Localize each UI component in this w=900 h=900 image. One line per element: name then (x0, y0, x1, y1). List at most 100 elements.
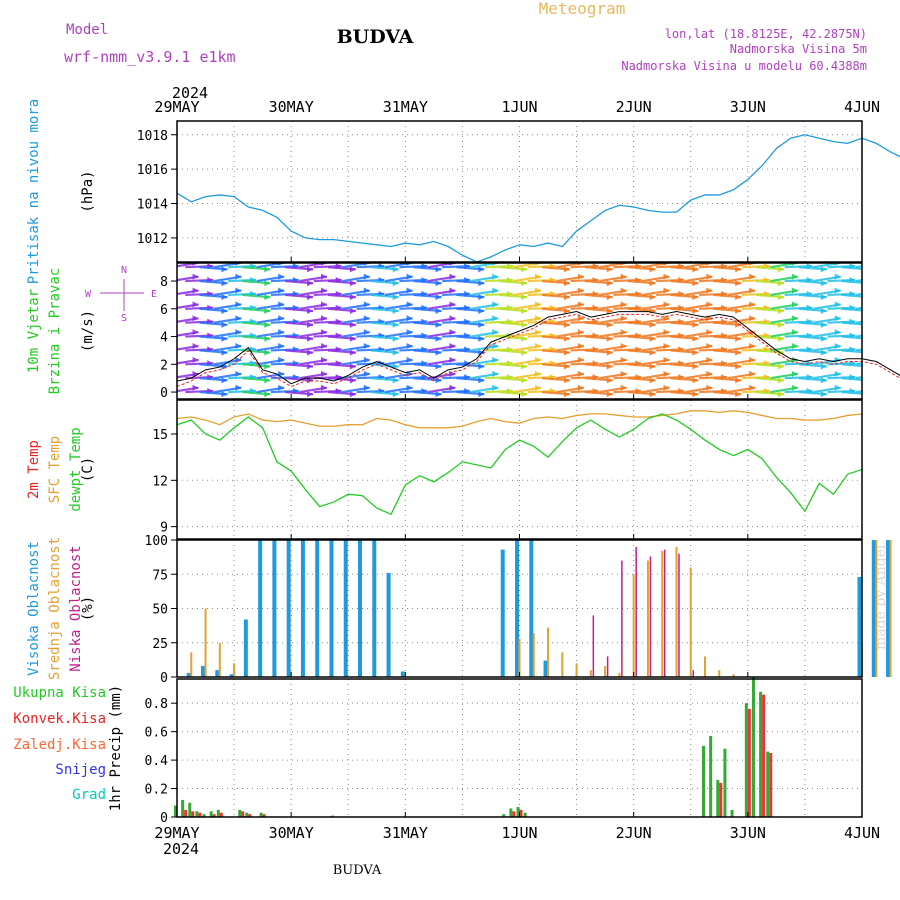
wind-arrowhead (492, 287, 499, 294)
wind-arrowhead (264, 294, 271, 301)
wind-arrowhead (363, 384, 370, 391)
wind-arrowhead (663, 343, 670, 350)
wind-arrowhead (777, 335, 784, 342)
x-tick-bottom-label: 4JUN (844, 824, 880, 842)
wind-arrowhead (492, 370, 499, 377)
wind-arrowhead (435, 307, 442, 314)
wind-arrowhead (221, 391, 228, 398)
cloud-bar (215, 670, 220, 677)
wind-arrowhead (535, 287, 542, 294)
y-tick-label: 1012 (137, 232, 168, 247)
cloud-bar (589, 670, 592, 677)
wind-arrow (841, 335, 862, 340)
wind-arrowhead (777, 391, 784, 398)
wind-arrowhead (834, 315, 841, 322)
wind-arrowhead (735, 349, 742, 356)
wind-arrowhead (192, 329, 199, 336)
wind-arrowhead (563, 363, 570, 370)
wind-arrowhead (521, 349, 528, 356)
wind-arrowhead (278, 315, 285, 322)
wind-arrowhead (864, 377, 870, 383)
wind-arrowhead (663, 301, 670, 308)
wind-arrowhead (706, 370, 713, 377)
wind-arrowhead (878, 371, 884, 377)
wind-arrow (855, 292, 862, 297)
wind-arrow (855, 306, 862, 310)
wind-arrowhead (307, 363, 314, 370)
cloud-bar (286, 540, 291, 677)
wind-arrowhead (663, 370, 670, 377)
wind-arrowhead (692, 349, 699, 356)
wind-arrowhead (563, 335, 570, 342)
wind-arrowhead (878, 357, 884, 363)
wind-arrowhead (606, 391, 613, 398)
wind-arrowhead (320, 343, 327, 350)
precip-bar (512, 811, 516, 817)
wind-arrowhead (878, 315, 884, 321)
wind-arrowhead (221, 280, 228, 287)
wind-arrow (855, 348, 862, 352)
wind-arrowhead (449, 315, 456, 322)
wind-arrow (885, 378, 900, 380)
wind-arrowhead (307, 349, 314, 356)
wind-arrow (841, 390, 862, 395)
precip-bar (245, 812, 249, 817)
y-axis-label: (m/s) (80, 310, 96, 352)
wind-arrowhead (449, 287, 456, 294)
wind-arrowhead (820, 363, 827, 370)
precip-bar (188, 802, 192, 817)
wind-arrowhead (706, 301, 713, 308)
wind-arrowhead (363, 287, 370, 294)
wind-arrowhead (834, 273, 841, 280)
wind-arrowhead (620, 329, 627, 336)
wind-arrowhead (492, 301, 499, 308)
y-axis-label: 1hr Precip (mm) (108, 685, 124, 811)
wind-arrowhead (777, 377, 784, 384)
wind-arrowhead (620, 315, 627, 322)
wind-arrowhead (235, 273, 242, 280)
wind-arrowhead (864, 364, 870, 370)
precip-bar (212, 814, 216, 817)
wind-arrowhead (777, 363, 784, 370)
y-tick-label: 2 (160, 358, 168, 373)
wind-arrowhead (749, 384, 756, 391)
wind-arrowhead (649, 294, 656, 301)
wind-arrowhead (449, 301, 456, 308)
wind-arrowhead (864, 391, 870, 397)
wind-arrowhead (521, 391, 528, 398)
series-label: SFC Temp (47, 436, 63, 503)
wind-arrowhead (692, 294, 699, 301)
cloud-bar (675, 546, 678, 677)
wind-arrow (885, 309, 900, 311)
wind-arrowhead (307, 280, 314, 287)
wind-arrowhead (192, 343, 199, 350)
wind-arrowhead (864, 350, 870, 356)
wind-arrowhead (392, 349, 399, 356)
precip-bar (709, 735, 713, 817)
wind-arrowhead (307, 377, 314, 384)
wind-arrowhead (878, 385, 884, 391)
wind-arrow (885, 337, 900, 339)
series-label: 2m Temp (26, 440, 42, 499)
wind-arrowhead (478, 307, 485, 314)
precip-bar (744, 703, 748, 817)
wind-arrowhead (706, 273, 713, 280)
wind-arrowhead (492, 329, 499, 336)
y-tick-label: 0 (160, 386, 168, 401)
wind-arrowhead (834, 329, 841, 336)
series-label: Snijeg (55, 762, 106, 778)
y-tick-label: 9 (160, 521, 168, 536)
wind-arrowhead (521, 280, 528, 287)
wind-arrowhead (363, 315, 370, 322)
wind-arrowhead (435, 391, 442, 398)
x-tick-top-label: 4JUN (844, 98, 880, 116)
elevation-label: Nadmorska Visina 5m (730, 42, 867, 56)
wind-arrowhead (221, 294, 228, 301)
wind-arrowhead (892, 277, 898, 283)
wind-arrowhead (307, 294, 314, 301)
y-tick-label: 100 (145, 534, 168, 549)
cloud-bar (661, 550, 664, 677)
wind-arrowhead (663, 273, 670, 280)
wind-arrowhead (735, 377, 742, 384)
